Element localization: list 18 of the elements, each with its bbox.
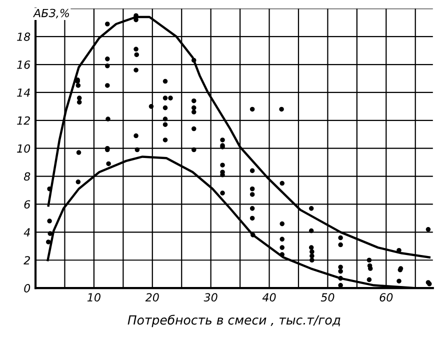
- y-tick-label: 6: [24, 200, 30, 209]
- x-tick-label: 40: [262, 293, 276, 302]
- y-tick-label: 16: [17, 60, 30, 69]
- y-tick-label: 14: [17, 88, 30, 97]
- y-tick-label: 10: [17, 144, 30, 153]
- y-tick-label: 8: [24, 172, 30, 181]
- x-axis-title: Потребность в смеси , тыс.т/год: [128, 314, 340, 328]
- x-tick-label: 50: [320, 293, 334, 302]
- y-tick-label: 18: [17, 32, 30, 41]
- y-tick-label: 2: [24, 256, 30, 264]
- y-tick-label: 4: [24, 228, 30, 236]
- x-tick-label: 20: [145, 293, 159, 302]
- x-tick-label: 30: [204, 293, 218, 302]
- y-tick-label: 0: [24, 284, 30, 292]
- x-tick-label: 10: [87, 293, 100, 302]
- y-tick-label: 12: [17, 116, 30, 125]
- y-axis-title: АБЗ,%: [32, 8, 69, 18]
- x-tick-label: 60: [380, 293, 393, 302]
